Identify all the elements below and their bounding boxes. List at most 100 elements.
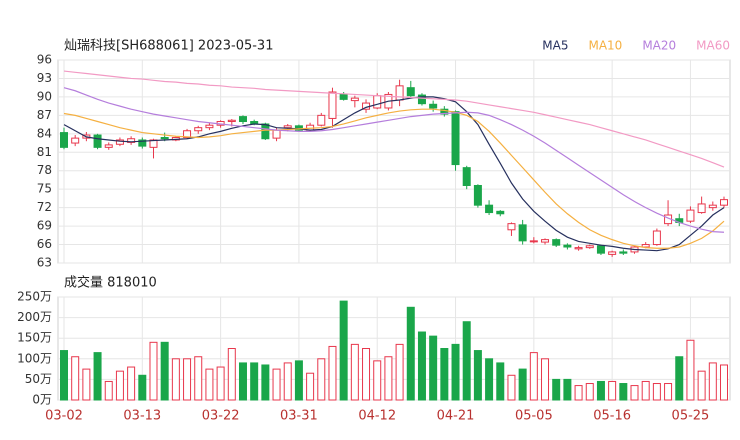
volume-bar — [306, 372, 315, 401]
volume-bar — [272, 368, 281, 401]
y-tick-label: 93 — [37, 71, 52, 85]
candle-body — [205, 124, 214, 129]
volume-bar — [720, 364, 728, 401]
legend-entry: MA10 — [588, 39, 622, 53]
volume-bar — [664, 383, 673, 401]
x-tick-label: 03-31 — [280, 409, 318, 424]
volume-bar — [373, 360, 382, 401]
volume-bar — [317, 358, 326, 401]
volume-bar — [171, 358, 180, 401]
candle-body — [641, 244, 650, 248]
candle-body — [104, 144, 113, 148]
volume-bar — [115, 370, 124, 401]
volume-bar — [149, 341, 158, 401]
candle-body — [596, 245, 605, 254]
x-tick-label: 05-25 — [672, 409, 710, 424]
volume-bar — [552, 378, 561, 401]
candle-body — [552, 239, 561, 246]
candle-body — [462, 167, 471, 186]
volume-bar — [529, 352, 538, 401]
volume-bar — [608, 380, 617, 401]
candle-body — [585, 245, 594, 249]
volume-bar — [194, 356, 203, 401]
y-tick-label: 0万 — [32, 393, 52, 407]
y-tick-label: 63 — [37, 256, 52, 270]
y-tick-label: 69 — [37, 219, 52, 233]
y-tick-label: 87 — [37, 108, 52, 122]
candle-body — [238, 116, 247, 123]
volume-bar — [60, 350, 68, 401]
candle-body — [160, 137, 169, 140]
volume-bar — [507, 374, 516, 401]
y-tick-label: 50万 — [25, 372, 52, 386]
volume-bar — [473, 350, 482, 401]
volume-bar — [675, 356, 684, 401]
volume-bar — [104, 380, 113, 401]
volume-bar — [518, 368, 527, 401]
volume-bar — [362, 348, 371, 401]
candle-body — [227, 119, 236, 123]
candle-body — [451, 111, 460, 166]
candle-body — [406, 87, 415, 97]
volume-bar — [451, 343, 460, 401]
candle-body — [60, 132, 68, 148]
volume-bar — [563, 378, 572, 401]
candle-body — [417, 94, 426, 105]
ma-line — [63, 108, 725, 249]
y-tick-label: 150万 — [17, 331, 52, 345]
candle-body — [261, 123, 270, 140]
volume-bar — [585, 383, 594, 401]
candle-body — [183, 130, 192, 139]
candle-body — [496, 210, 505, 215]
volume-bar — [339, 300, 348, 401]
volume-bar — [82, 368, 91, 401]
volume-bar — [652, 383, 661, 401]
volume-bar — [183, 358, 192, 401]
candle-body — [708, 204, 717, 209]
volume-bar — [227, 348, 236, 401]
volume-bar — [205, 368, 214, 401]
candle-body — [652, 230, 661, 246]
candle-body — [440, 108, 449, 115]
volume-bar — [619, 383, 628, 401]
x-tick-label: 03-13 — [123, 409, 161, 424]
volume-bar — [395, 343, 404, 401]
volume-bar — [596, 380, 605, 401]
volume-bar — [485, 358, 494, 401]
candle-body — [138, 139, 147, 147]
candle-body — [127, 138, 136, 143]
y-tick-label: 84 — [37, 126, 52, 140]
candle-body — [339, 93, 348, 100]
x-tick-label: 05-16 — [593, 409, 631, 424]
candle-body — [93, 134, 102, 148]
x-tick-label: 04-12 — [358, 409, 396, 424]
volume-bar — [93, 352, 102, 401]
legend-entry: MA20 — [642, 39, 676, 53]
volume-bar — [440, 348, 449, 401]
y-tick-label: 66 — [37, 237, 52, 251]
candle-body — [294, 125, 303, 131]
candle-body — [563, 244, 572, 248]
volume-bar — [496, 362, 505, 401]
candle-body — [194, 127, 203, 132]
candle-body — [697, 203, 706, 214]
candle-body — [395, 85, 404, 101]
y-tick-label: 81 — [37, 145, 52, 159]
x-tick-label: 03-02 — [45, 409, 83, 424]
volume-bar — [160, 341, 169, 401]
volume-bar — [641, 380, 650, 401]
volume-bar — [541, 358, 550, 401]
volume-bar — [697, 370, 706, 401]
y-tick-label: 250万 — [17, 290, 52, 304]
candle-body — [149, 139, 158, 148]
x-tick-label: 05-05 — [515, 409, 553, 424]
y-tick-label: 96 — [37, 53, 52, 67]
ma-line — [63, 96, 725, 252]
volume-bar — [462, 321, 471, 401]
chart-title: 灿瑞科技[SH688061] 2023-05-31 — [64, 39, 273, 54]
candle-body — [485, 204, 494, 214]
candle-body — [328, 91, 337, 119]
volume-title: 成交量 818010 — [64, 275, 157, 291]
volume-bar — [686, 339, 695, 401]
